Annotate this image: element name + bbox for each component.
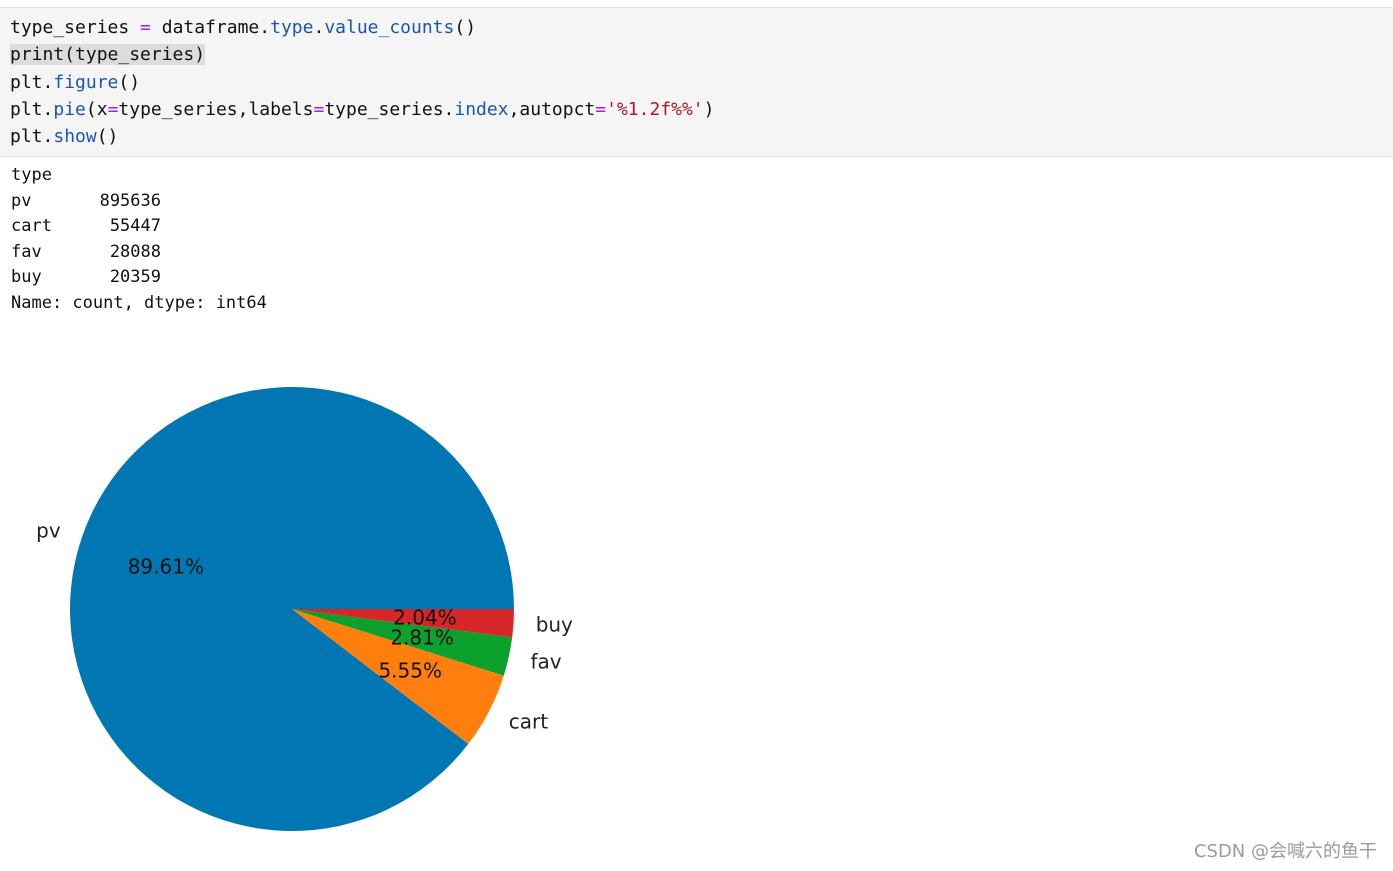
code-token: plt.	[10, 98, 54, 120]
output-value: 20359	[109, 267, 161, 287]
output-row: buy 20359	[11, 265, 267, 291]
watermark: CSDN @会喊六的鱼干	[1193, 841, 1377, 862]
slice-pct-label: 2.81%	[390, 626, 454, 650]
code-line: plt.pie(x=type_series,labels=type_series…	[10, 96, 715, 123]
pie-slice-pv	[70, 386, 515, 831]
code-token: type_series.	[324, 98, 455, 120]
output-key: fav	[11, 241, 42, 262]
output-value: 55447	[109, 216, 161, 236]
slice-pct-label: 89.61%	[128, 554, 204, 578]
output-key: pv	[11, 190, 32, 211]
code-token: plt.	[10, 71, 54, 93]
code-cell[interactable]: type_series = dataframe.type.value_count…	[0, 7, 1393, 157]
code-token: ()	[118, 71, 141, 93]
code-token: figure	[53, 71, 119, 93]
code-token: .	[313, 17, 325, 38]
code-token: type_series,labels	[118, 98, 314, 120]
pie-slice-fav	[292, 609, 513, 676]
slice-label: buy	[536, 613, 573, 637]
code-line: print(type_series)	[10, 41, 206, 68]
cell-output: type pv 895636 cart 55447 fav 28088 buy 20359 N…	[11, 163, 267, 316]
pie-slice-buy	[292, 609, 514, 638]
code-token: '%1.2f%%'	[606, 98, 704, 120]
code-token: type	[270, 17, 314, 38]
slice-pct-label: 5.55%	[378, 658, 442, 682]
code-token: value_counts	[324, 17, 455, 38]
slice-label: pv	[36, 519, 61, 543]
code-line: plt.figure()	[10, 69, 140, 96]
output-value: 895636	[99, 190, 161, 211]
code-token: ()	[454, 17, 477, 38]
code-token: pie	[53, 98, 86, 120]
output-value: 28088	[109, 241, 161, 262]
code-token: ()	[96, 126, 119, 148]
code-token: =	[595, 98, 607, 120]
code-token: =	[107, 98, 119, 120]
output-key: cart	[11, 216, 52, 236]
output-row: fav 28088	[11, 240, 267, 266]
output-row: pv 895636	[11, 189, 267, 215]
code-token: print(type_series)	[10, 44, 206, 66]
code-token: ,autopct	[508, 98, 596, 120]
code-token: type_series	[10, 17, 141, 38]
output-row: cart 55447	[11, 214, 267, 240]
code-token: dataframe.	[150, 17, 271, 38]
code-token: plt.	[10, 126, 54, 148]
code-token: )	[703, 98, 715, 120]
code-line: plt.show()	[10, 123, 118, 150]
output-header: type	[11, 165, 52, 185]
code-token: =	[313, 98, 325, 120]
output-footer: Name: count, dtype: int64	[11, 292, 267, 313]
slice-label: fav	[531, 649, 562, 673]
code-line: type_series = dataframe.type.value_count…	[10, 14, 476, 41]
pie-slice-cart	[292, 609, 504, 744]
code-token: (x	[85, 98, 108, 120]
code-token: index	[454, 98, 509, 120]
slice-pct-label: 2.04%	[393, 606, 457, 630]
code-token: show	[53, 126, 97, 148]
slice-label: cart	[509, 710, 548, 734]
output-key: buy	[11, 267, 42, 287]
code-token: =	[140, 17, 151, 38]
pie-chart: pv 89.61% cart 5.55% fav 2.81% buy 2.04%	[36, 386, 573, 831]
